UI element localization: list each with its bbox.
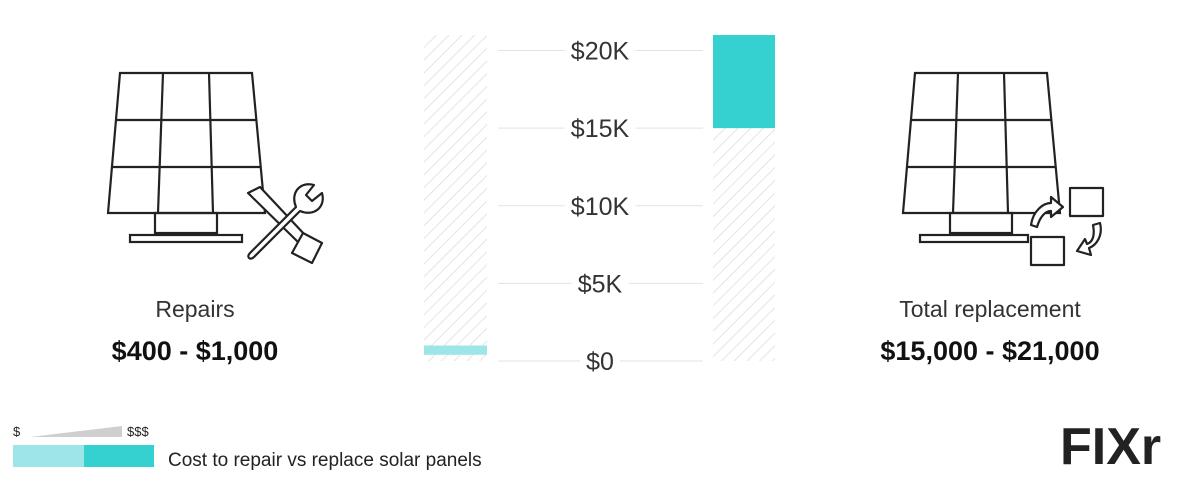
range-bar-replacement — [713, 35, 775, 129]
y-tick-label: $20K — [571, 38, 630, 66]
bar-background-1 — [424, 35, 487, 361]
fixr-logo: FIXr — [1060, 420, 1161, 470]
y-tick-label-bg — [564, 113, 636, 146]
legend-high-swatch — [84, 445, 154, 467]
y-tick-label: $0 — [586, 348, 614, 376]
y-tick-label: $15K — [571, 115, 630, 143]
y-tick-label-bg — [564, 35, 636, 68]
fixr-logo-text: FIXr — [1060, 420, 1161, 470]
repairs-label: Repairs — [155, 296, 235, 322]
legend-caption: Cost to repair vs replace solar panels — [168, 450, 482, 471]
repairs-range: $400 - $1,000 — [111, 336, 279, 366]
y-tick-label-bg — [564, 190, 636, 223]
replacement-label: Total replacement — [899, 296, 1081, 322]
legend-low-label: $ — [13, 424, 21, 439]
legend-wedge — [30, 426, 122, 437]
y-tick-label-bg — [580, 346, 620, 378]
cost-chart: $0 $5K $10K $15K $20K — [424, 35, 775, 378]
solar-panel-replace-icon — [901, 71, 1105, 267]
legend-high-label: $$$ — [127, 424, 149, 439]
y-tick-label: $10K — [571, 193, 630, 221]
replacement-range: $15,000 - $21,000 — [880, 336, 1100, 366]
y-tick-label: $5K — [578, 270, 623, 298]
range-bar-repairs — [424, 345, 487, 355]
solar-panel-repair-icon — [106, 71, 324, 265]
y-tick-label-bg — [571, 268, 629, 301]
legend-low-swatch — [13, 445, 84, 467]
